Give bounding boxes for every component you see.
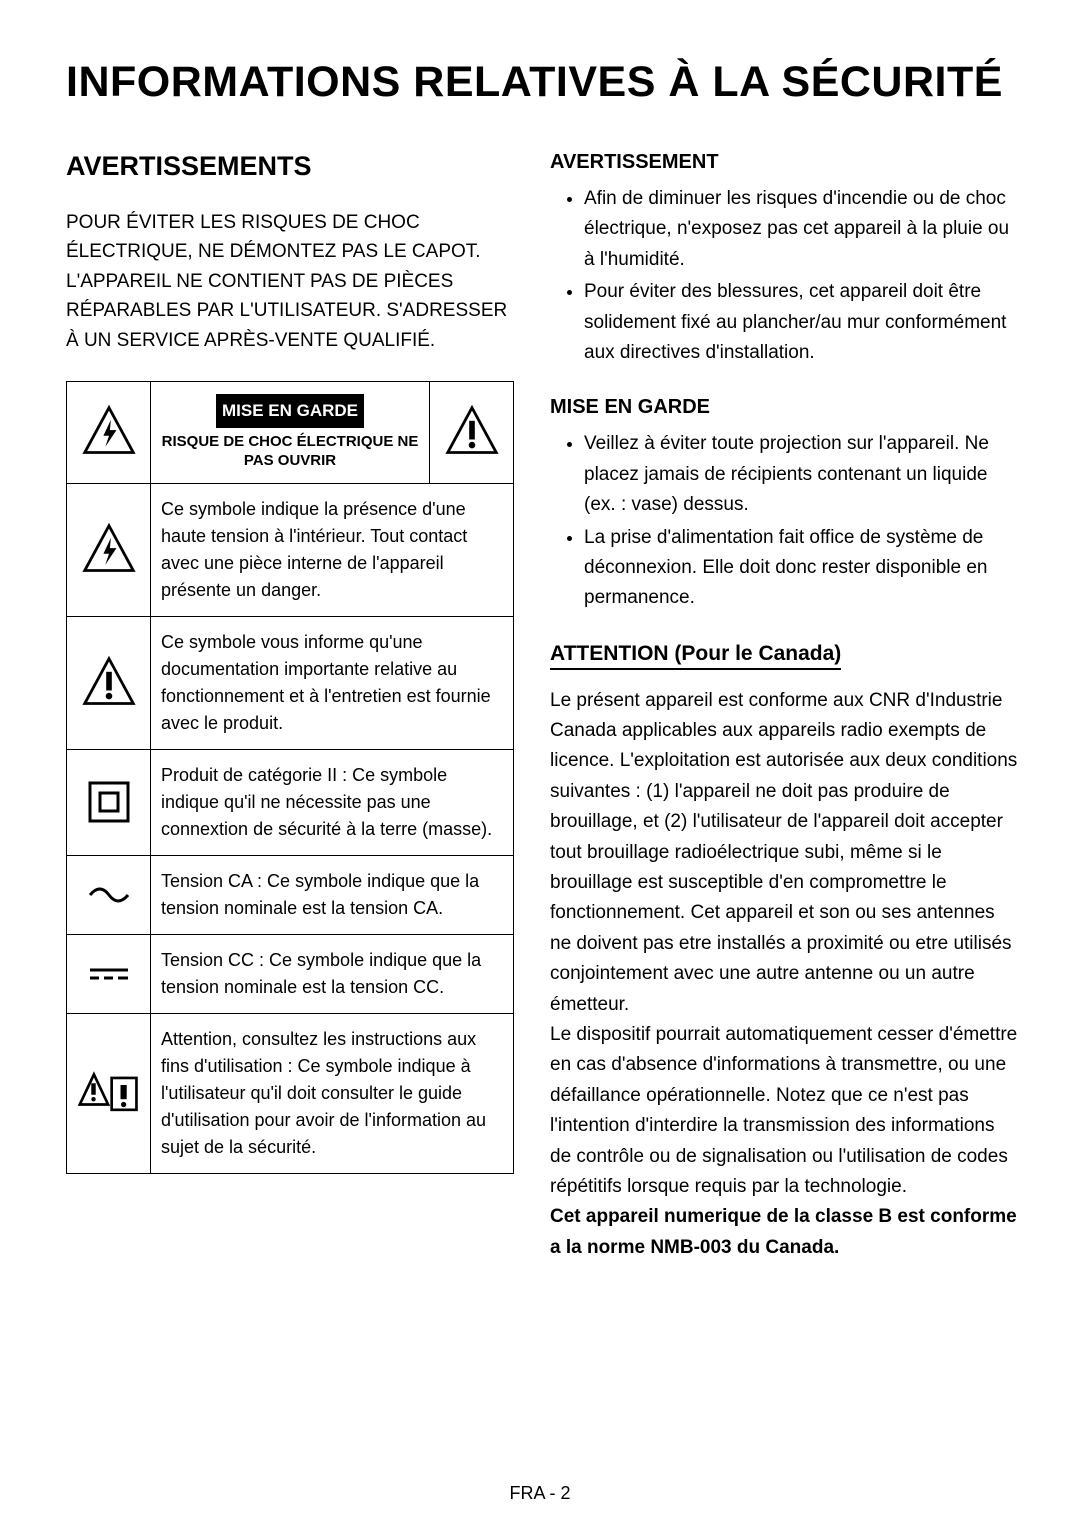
row-icon-dc xyxy=(67,934,151,1013)
header-icon-exclaim xyxy=(430,382,514,484)
row-text: Ce symbole indique la présence d'une hau… xyxy=(151,483,514,616)
mise-en-garde-title: MISE EN GARDE xyxy=(550,396,1020,419)
table-row: Tension CC : Ce symbole indique que la t… xyxy=(67,934,514,1013)
ac-wave-icon xyxy=(84,883,134,907)
attention-p1: Le présent appareil est conforme aux CNR… xyxy=(550,686,1020,1020)
header-icon-bolt xyxy=(67,382,151,484)
warnings-heading: AVERTISSEMENTS xyxy=(66,151,514,182)
attention-bold: Cet appareil numerique de la classe B es… xyxy=(550,1202,1020,1263)
row-text: Tension CC : Ce symbole indique que la t… xyxy=(151,934,514,1013)
attention-p2: Le dispositif pourrait automatiquement c… xyxy=(550,1020,1020,1202)
bolt-triangle-icon xyxy=(81,404,137,460)
right-column: AVERTISSEMENT Afin de diminuer les risqu… xyxy=(550,151,1020,1263)
content-columns: AVERTISSEMENTS POUR ÉVITER LES RISQUES D… xyxy=(66,151,1020,1263)
double-square-icon xyxy=(84,777,134,827)
table-row: Ce symbole indique la présence d'une hau… xyxy=(67,483,514,616)
symbols-table: MISE EN GARDE RISQUE DE CHOC ÉLECTRIQUE … xyxy=(66,381,514,1174)
list-item: Pour éviter des blessures, cet appareil … xyxy=(584,277,1020,368)
row-text: Produit de catégorie II : Ce symbole ind… xyxy=(151,749,514,855)
table-row: Ce symbole vous informe qu'une documenta… xyxy=(67,616,514,749)
row-icon-ac xyxy=(67,855,151,934)
row-icon-class2 xyxy=(67,749,151,855)
row-text: Ce symbole vous informe qu'une documenta… xyxy=(151,616,514,749)
header-center: MISE EN GARDE RISQUE DE CHOC ÉLECTRIQUE … xyxy=(151,382,430,484)
page-title: INFORMATIONS RELATIVES À LA SÉCURITÉ xyxy=(66,58,1020,107)
header-box-sub: RISQUE DE CHOC ÉLECTRIQUE NE PAS OUVRIR xyxy=(161,432,419,471)
table-row: Attention, consultez les instructions au… xyxy=(67,1013,514,1173)
row-icon-manual xyxy=(67,1013,151,1173)
exclaim-triangle-icon xyxy=(81,655,137,711)
left-column: AVERTISSEMENTS POUR ÉVITER LES RISQUES D… xyxy=(66,151,514,1263)
dc-lines-icon xyxy=(84,964,134,984)
bolt-triangle-icon xyxy=(81,522,137,578)
mise-en-garde-list: Veillez à éviter toute projection sur l'… xyxy=(550,429,1020,613)
page-footer: FRA - 2 xyxy=(0,1483,1080,1504)
row-text: Tension CA : Ce symbole indique que la t… xyxy=(151,855,514,934)
row-icon-bolt xyxy=(67,483,151,616)
row-text: Attention, consultez les instructions au… xyxy=(151,1013,514,1173)
list-item: Afin de diminuer les risques d'incendie … xyxy=(584,184,1020,275)
exclaim-triangle-icon xyxy=(444,404,500,460)
attention-title: ATTENTION (Pour le Canada) xyxy=(550,642,841,670)
avertissement-list: Afin de diminuer les risques d'incendie … xyxy=(550,184,1020,368)
intro-text: POUR ÉVITER LES RISQUES DE CHOC ÉLECTRIQ… xyxy=(66,208,514,355)
row-icon-exclaim xyxy=(67,616,151,749)
header-box-title: MISE EN GARDE xyxy=(216,394,364,428)
attention-body: Le présent appareil est conforme aux CNR… xyxy=(550,686,1020,1263)
table-row: Tension CA : Ce symbole indique que la t… xyxy=(67,855,514,934)
avertissement-title: AVERTISSEMENT xyxy=(550,151,1020,174)
manual-icon xyxy=(78,1070,140,1116)
list-item: La prise d'alimentation fait office de s… xyxy=(584,523,1020,614)
table-header-row: MISE EN GARDE RISQUE DE CHOC ÉLECTRIQUE … xyxy=(67,382,514,484)
table-row: Produit de catégorie II : Ce symbole ind… xyxy=(67,749,514,855)
list-item: Veillez à éviter toute projection sur l'… xyxy=(584,429,1020,520)
